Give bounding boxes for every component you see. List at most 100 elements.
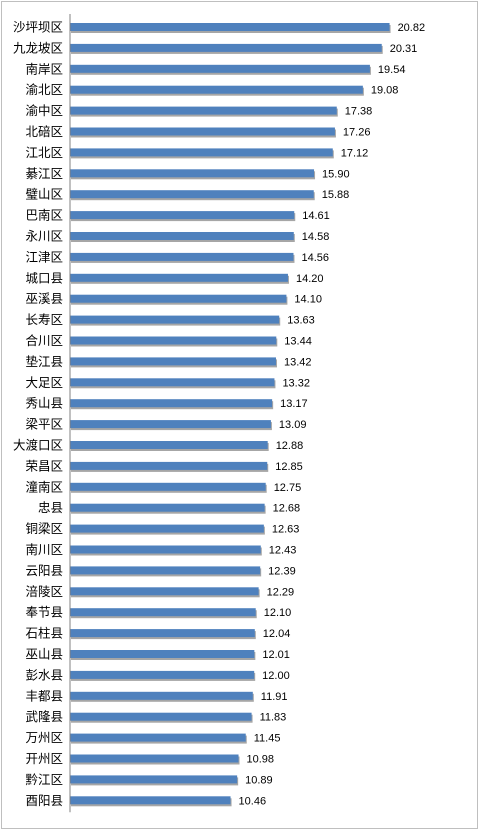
category-label: 渝北区 xyxy=(25,82,63,97)
bar xyxy=(70,461,268,470)
bar xyxy=(70,608,256,617)
bar xyxy=(70,169,315,178)
category-label: 云阳县 xyxy=(25,563,63,578)
bar xyxy=(70,190,314,199)
value-label: 12.39 xyxy=(268,565,296,577)
category-label: 大渡口区 xyxy=(13,438,63,453)
value-label: 12.29 xyxy=(267,586,295,598)
value-label: 20.82 xyxy=(398,22,426,34)
value-label: 14.56 xyxy=(301,252,329,264)
category-label: 荣昌区 xyxy=(25,458,63,473)
category-label: 城口县 xyxy=(25,270,63,285)
category-label: 九龙坡区 xyxy=(13,40,63,55)
value-label: 14.20 xyxy=(296,273,324,285)
category-labels: 沙坪坝区九龙坡区南岸区渝北区渝中区北碚区江北区綦江区璧山区巴南区永川区江津区城口… xyxy=(13,20,63,808)
bar xyxy=(70,85,363,94)
bar xyxy=(70,336,277,345)
category-label: 沙坪坝区 xyxy=(13,20,63,35)
value-label: 12.63 xyxy=(272,524,300,536)
category-label: 巴南区 xyxy=(25,208,63,223)
value-label: 14.58 xyxy=(302,231,330,243)
value-label: 13.42 xyxy=(284,356,312,368)
category-label: 潼南区 xyxy=(25,479,63,494)
category-label: 酉阳县 xyxy=(25,793,63,808)
bar xyxy=(70,106,337,115)
category-label: 大足区 xyxy=(25,375,63,390)
bar xyxy=(70,650,255,658)
category-label: 南岸区 xyxy=(25,61,63,76)
bar xyxy=(70,127,335,136)
category-label: 万州区 xyxy=(25,730,63,745)
value-labels: 20.82 20.31 19.54 19.08 17.38 17.26 17.12 15.90… xyxy=(239,22,426,807)
category-label: 黔江区 xyxy=(25,772,63,787)
value-label: 12.10 xyxy=(264,607,292,619)
bars-layer xyxy=(70,23,391,807)
value-label: 19.54 xyxy=(378,64,406,76)
category-label: 丰都县 xyxy=(25,688,63,703)
bar xyxy=(70,796,231,805)
category-label: 铜梁区 xyxy=(25,521,63,536)
bar xyxy=(70,629,255,638)
value-label: 11.83 xyxy=(260,712,287,724)
value-label: 20.31 xyxy=(390,43,418,55)
bar xyxy=(70,315,280,324)
bar xyxy=(70,420,271,429)
value-label: 13.09 xyxy=(279,419,307,431)
bar xyxy=(70,232,294,240)
value-label: 13.44 xyxy=(284,336,312,348)
bar xyxy=(70,712,252,721)
value-label: 12.00 xyxy=(262,670,290,682)
value-label: 10.98 xyxy=(247,754,275,766)
value-label: 13.17 xyxy=(280,398,308,410)
bar xyxy=(70,524,264,533)
category-label: 永川区 xyxy=(25,229,63,244)
bar xyxy=(70,399,273,408)
value-label: 11.91 xyxy=(261,691,288,703)
category-label: 石柱县 xyxy=(25,626,63,641)
bar xyxy=(70,357,276,366)
bar xyxy=(70,252,294,261)
value-label: 14.61 xyxy=(302,210,330,222)
bar xyxy=(70,211,295,220)
value-label: 17.38 xyxy=(345,106,373,118)
value-label: 13.32 xyxy=(282,377,310,389)
value-label: 12.85 xyxy=(275,461,303,473)
category-label: 北碚区 xyxy=(25,124,63,139)
category-label: 彭水县 xyxy=(25,667,63,682)
category-label: 合川区 xyxy=(25,333,63,348)
category-label: 武隆县 xyxy=(25,709,63,724)
category-label: 南川区 xyxy=(25,542,63,557)
value-label: 10.46 xyxy=(239,795,267,807)
bar xyxy=(70,273,288,282)
category-label: 忠县 xyxy=(38,500,63,515)
bar xyxy=(70,64,370,73)
category-label: 璧山区 xyxy=(25,187,63,202)
bar xyxy=(70,691,253,700)
bar xyxy=(70,545,261,554)
bar xyxy=(70,566,261,575)
bar xyxy=(70,378,275,387)
value-label: 11.45 xyxy=(254,733,281,745)
bar xyxy=(70,43,382,52)
value-label: 12.01 xyxy=(262,649,290,661)
bar xyxy=(70,733,246,742)
value-label: 13.63 xyxy=(287,315,315,327)
category-label: 垫江县 xyxy=(25,354,63,369)
value-label: 17.12 xyxy=(341,147,369,159)
category-label: 秀山县 xyxy=(25,396,63,411)
category-label: 巫溪县 xyxy=(25,291,63,306)
value-label: 12.43 xyxy=(269,545,297,557)
bar xyxy=(70,670,255,679)
bar xyxy=(70,441,268,449)
bar xyxy=(70,23,390,31)
value-label: 15.90 xyxy=(322,168,350,180)
category-label: 开州区 xyxy=(25,751,63,766)
value-label: 14.10 xyxy=(294,294,322,306)
category-label: 渝中区 xyxy=(25,103,63,118)
value-label: 15.88 xyxy=(322,189,350,201)
bar xyxy=(70,587,259,596)
category-label: 江北区 xyxy=(25,145,63,160)
bar xyxy=(70,503,265,512)
value-label: 10.89 xyxy=(245,774,273,786)
